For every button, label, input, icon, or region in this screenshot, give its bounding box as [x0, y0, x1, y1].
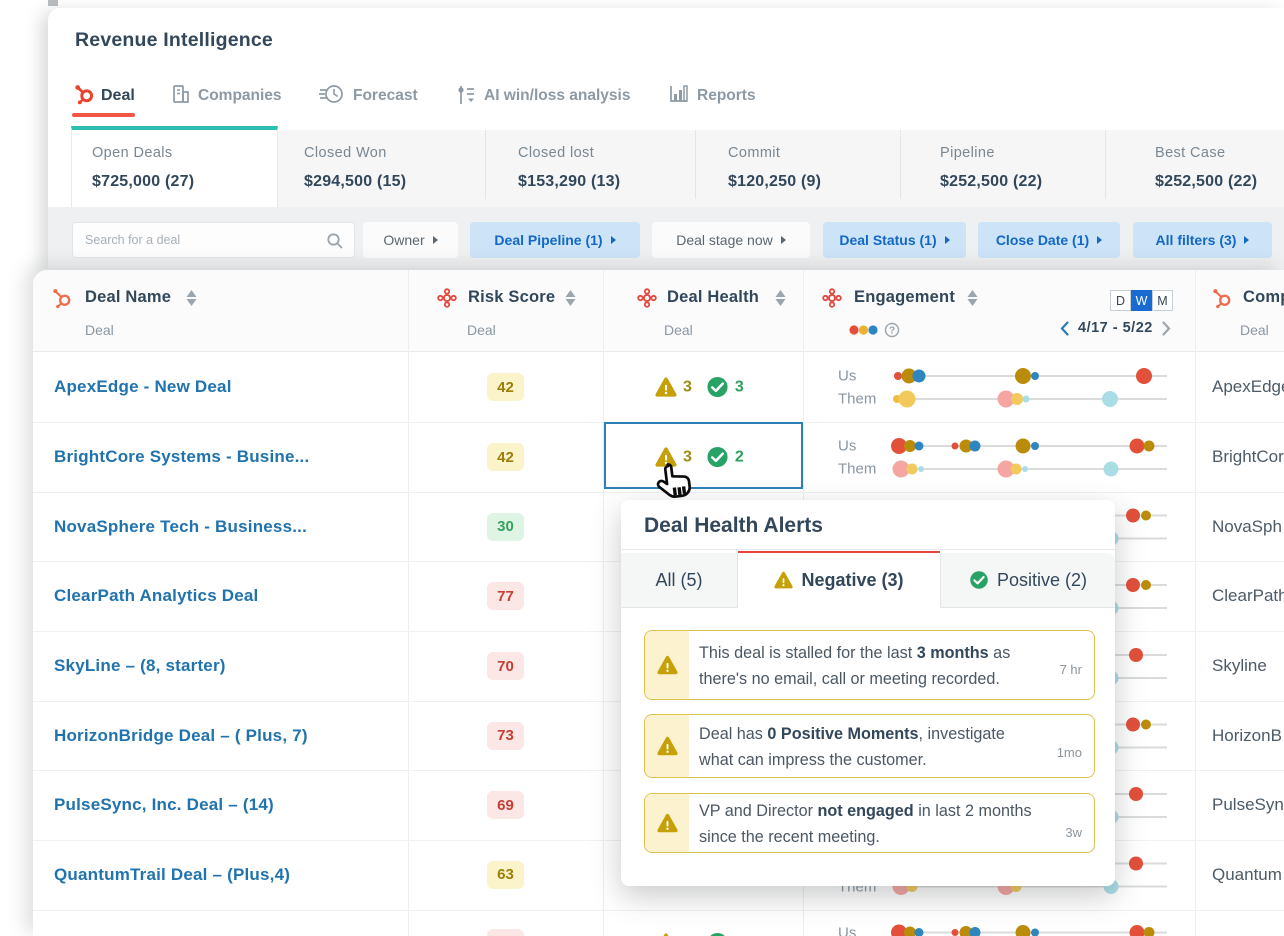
svg-text:?: ?: [889, 326, 895, 337]
